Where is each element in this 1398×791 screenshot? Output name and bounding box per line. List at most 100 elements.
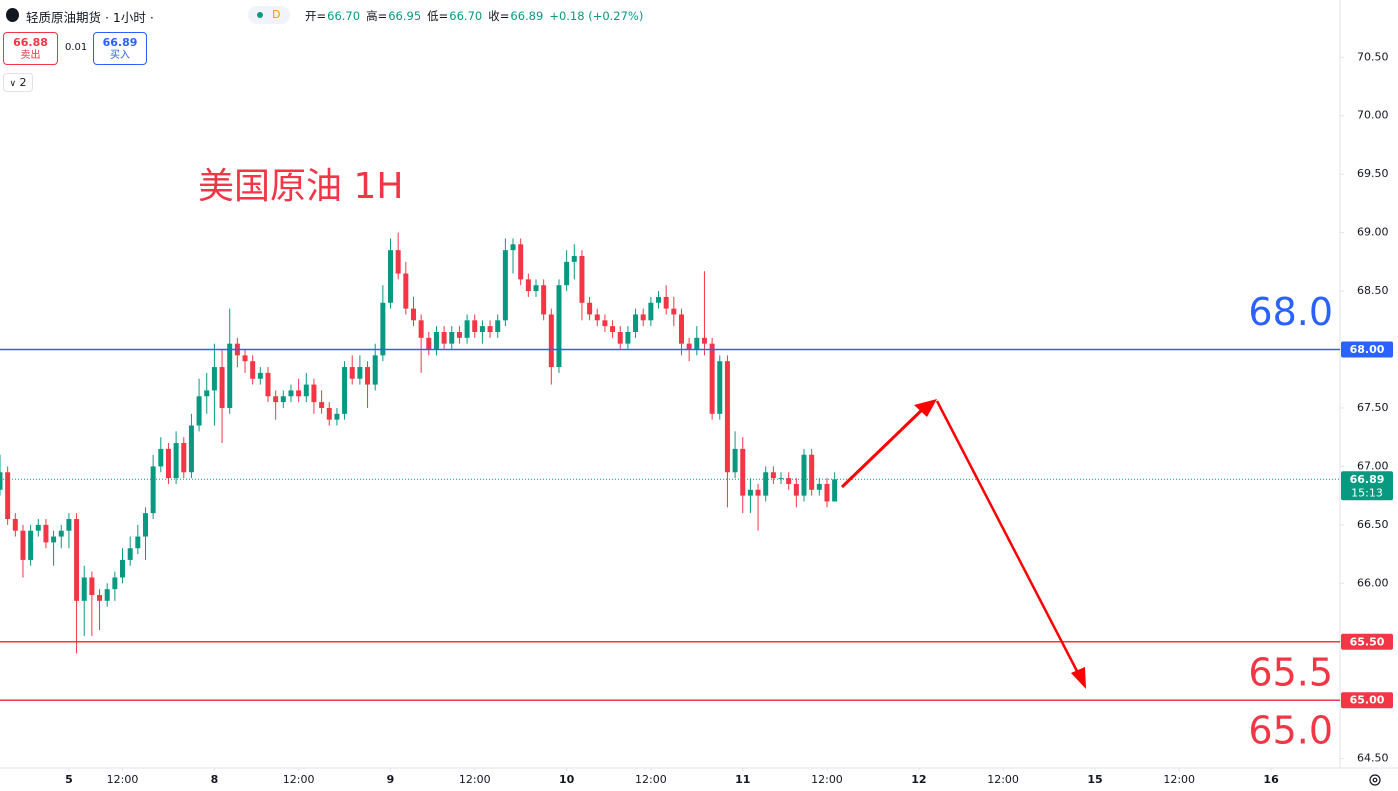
x-tick-label: 12:00	[987, 773, 1019, 786]
readout-value: 66.70	[449, 9, 483, 23]
candle-body	[778, 478, 784, 480]
candle-body	[165, 448, 171, 479]
candle-body	[135, 536, 141, 549]
level-label: 68.0	[1248, 290, 1333, 334]
candle-body	[809, 454, 815, 490]
readout-label: 收=	[488, 9, 510, 23]
candle-body	[20, 530, 26, 560]
candle-body	[51, 536, 57, 543]
candle-body	[120, 559, 126, 578]
x-tick-label: 12	[911, 773, 926, 786]
candle-body	[319, 402, 325, 408]
candle-body	[158, 448, 164, 467]
candle-body	[43, 524, 49, 543]
candle-body	[89, 577, 95, 595]
candle-body	[456, 331, 462, 338]
countdown-label: 15:13	[1351, 486, 1383, 499]
candle-body	[311, 384, 317, 403]
y-tick-label: 69.50	[1357, 167, 1389, 180]
candle-body	[334, 413, 340, 420]
candle-body	[594, 314, 600, 321]
candle-body	[701, 337, 707, 344]
symbol-icon	[6, 8, 19, 22]
candle-body	[418, 320, 424, 338]
candle-body	[403, 273, 409, 309]
candle-body	[242, 355, 248, 362]
x-tick-label: 8	[211, 773, 219, 786]
y-tick-label: 66.00	[1357, 576, 1389, 589]
candle-body	[656, 296, 662, 303]
candle-body	[426, 337, 432, 350]
candle-body	[288, 390, 294, 397]
candle-body	[518, 244, 524, 280]
candle-body	[410, 308, 416, 321]
level-tag	[1341, 341, 1393, 358]
candle-body	[832, 479, 838, 502]
candle-body	[388, 250, 394, 303]
y-tick-label: 67.00	[1357, 459, 1389, 472]
arrow-up	[840, 405, 927, 489]
readout-label: 开=	[305, 9, 327, 23]
candle-body	[724, 361, 730, 473]
readout-label: 低=	[427, 9, 449, 23]
candle-body	[793, 483, 799, 496]
candle-body	[28, 530, 34, 560]
x-tick-label: 12:00	[1163, 773, 1195, 786]
readout-value: 66.70	[327, 9, 361, 23]
candle-body	[564, 261, 570, 286]
candle-body	[219, 367, 225, 408]
candle-body	[816, 483, 822, 490]
candle-body	[150, 466, 156, 514]
candle-body	[640, 314, 646, 321]
level-label: 65.0	[1248, 709, 1333, 753]
x-tick-label: 9	[387, 773, 395, 786]
candle-body	[648, 302, 654, 321]
candle-body	[66, 519, 72, 531]
candle-body	[824, 483, 830, 502]
candle-body	[433, 331, 439, 350]
candle-body	[625, 331, 631, 344]
y-tick-label: 70.50	[1357, 50, 1389, 63]
readout-label: 高=	[366, 9, 388, 23]
status-badge[interactable]: D	[248, 6, 290, 24]
candle-body	[449, 331, 455, 344]
candle-body	[472, 320, 478, 332]
candle-body	[380, 302, 386, 356]
x-tick-label: 12:00	[107, 773, 139, 786]
readout-value: 66.89	[510, 9, 544, 23]
candle-body	[717, 361, 723, 414]
candle-body	[541, 285, 547, 315]
candle-body	[610, 326, 616, 332]
buy-button[interactable]: 66.89 买入	[93, 32, 147, 65]
candle-body	[81, 577, 87, 601]
indicator-toggle[interactable]: ∨ 2	[3, 73, 33, 92]
x-tick-label: 16	[1263, 773, 1279, 786]
candle-body	[686, 343, 692, 350]
forecast-arrows	[840, 399, 1086, 689]
sell-button[interactable]: 66.88 卖出	[3, 32, 58, 65]
x-tick-label: 12:00	[811, 773, 843, 786]
settings-icon[interactable]	[1369, 774, 1381, 786]
readout-change: +0.18 (+0.27%)	[549, 9, 644, 23]
candle-body	[296, 390, 302, 397]
x-tick-label: 12:00	[459, 773, 491, 786]
arrow-head	[1071, 667, 1086, 689]
candle-body	[211, 367, 217, 391]
candle-body	[694, 337, 700, 350]
x-tick-label: 5	[65, 773, 73, 786]
candle-body	[273, 396, 279, 403]
candle-body	[579, 256, 585, 303]
y-tick-label: 68.50	[1357, 284, 1389, 297]
candle-body	[709, 343, 715, 414]
candle-body	[533, 285, 539, 292]
candle-body	[602, 320, 608, 327]
candle-body	[127, 548, 133, 560]
candle-body	[732, 448, 738, 473]
candle-body	[464, 320, 470, 338]
level-tag-label: 68.00	[1350, 343, 1385, 356]
readout-value: 66.95	[388, 9, 422, 23]
y-tick-label: 67.50	[1357, 401, 1389, 414]
buy-label: 买入	[110, 50, 130, 61]
